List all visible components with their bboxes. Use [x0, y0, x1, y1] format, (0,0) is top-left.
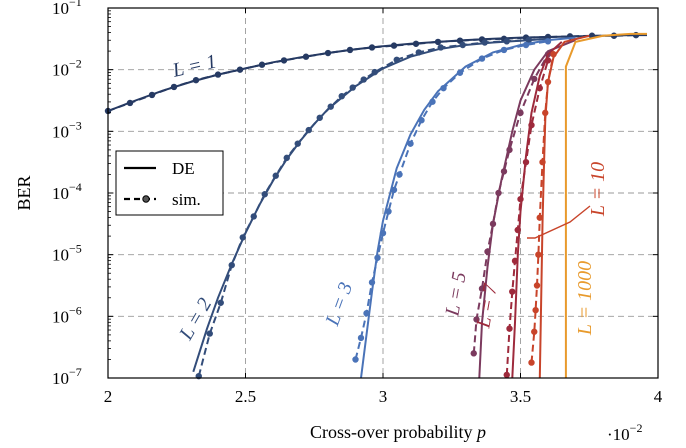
sim-line-l2	[197, 39, 529, 377]
curves-group	[104, 31, 647, 380]
y-tick-label-base: 10	[52, 0, 69, 18]
y-tick-label-base: 10	[52, 307, 69, 326]
label-l5: L = 5	[441, 270, 471, 318]
y-tick-label-exp: −5	[69, 242, 82, 256]
y-tick-label-exp: −1	[69, 0, 82, 9]
label-l3: L = 3	[321, 279, 357, 329]
y-tick-label-exp: −6	[69, 303, 82, 317]
de-line-l1000	[564, 32, 647, 378]
label-l1000: L = 1000	[574, 261, 596, 336]
y-tick-label-base: 10	[52, 184, 69, 203]
sim-marker-l10	[531, 328, 538, 335]
sim-line-l7	[505, 60, 549, 375]
x-tick-label: 2	[104, 387, 113, 406]
sim-marker-l10	[533, 282, 541, 289]
x-multiplier: ·10−2	[607, 421, 642, 444]
y-tick-label: 10−7	[52, 365, 82, 388]
sim-line-l5	[472, 53, 549, 354]
y-tick-label-exp: −4	[69, 180, 82, 194]
callout-l10	[527, 205, 591, 239]
legend-sim-marker	[142, 195, 150, 203]
x-tick-label: 3	[379, 387, 388, 406]
sim-marker-l10	[528, 359, 535, 366]
y-tick-label-base: 10	[52, 369, 69, 388]
y-tick-label: 10−3	[52, 118, 82, 141]
sim-marker-l7	[509, 288, 516, 295]
sim-marker-l10	[532, 306, 539, 314]
ticks-group: 2 2.5 3 3.5 410−710−610−510−410−310−210−1	[52, 0, 663, 406]
y-tick-label-exp: −7	[69, 365, 82, 379]
de-line-l1	[107, 34, 647, 112]
y-tick-label: 10−1	[52, 0, 82, 18]
y-tick-label-exp: −3	[69, 118, 82, 132]
x-axis-label: Cross-over probability p	[310, 422, 486, 442]
sim-marker-l5	[473, 316, 480, 323]
y-tick-label-exp: −2	[69, 57, 82, 71]
y-tick-label: 10−4	[52, 180, 82, 203]
de-line-l10	[538, 34, 590, 379]
de-line-l2	[192, 37, 549, 373]
sim-marker-l7	[503, 371, 510, 379]
de-line-l5	[478, 39, 576, 379]
sim-marker-l7	[506, 325, 513, 332]
sim-marker-l5	[531, 75, 538, 83]
x-tick-label: 3.5	[510, 387, 531, 406]
sim-marker-l5	[470, 350, 477, 357]
y-tick-label: 10−2	[52, 57, 82, 80]
x-tick-label: 2.5	[235, 387, 256, 406]
legend-de-label: DE	[172, 159, 195, 178]
legend-box	[115, 150, 224, 216]
sim-marker-l3	[357, 334, 365, 342]
y-tick-label: 10−5	[52, 242, 82, 265]
x-multiplier-exp: −2	[630, 421, 643, 435]
sim-marker-l10	[535, 251, 542, 258]
y-tick-label-base: 10	[52, 61, 69, 80]
legend-sim-label: sim.	[172, 190, 201, 209]
plot-frame	[107, 7, 659, 379]
y-tick-label-base: 10	[52, 246, 69, 265]
sim-marker-l2	[217, 299, 224, 306]
grid-lines	[108, 8, 658, 378]
label-l10: L = 10	[587, 162, 609, 217]
sim-marker-l2	[206, 330, 213, 337]
y-axis-label: BER	[14, 175, 34, 210]
y-tick-label: 10−6	[52, 303, 82, 326]
legend: DE sim.	[115, 150, 224, 216]
de-line-l7	[511, 41, 563, 379]
x-axis-label-main: Cross-over probability	[310, 422, 477, 442]
sim-marker-l3	[352, 356, 359, 363]
x-tick-label: 4	[654, 387, 663, 406]
sim-marker-l3	[396, 171, 403, 178]
de-line-l3	[360, 36, 576, 379]
x-axis-label-var: p	[475, 422, 486, 442]
label-l7: L = 7	[472, 281, 502, 330]
y-tick-label-base: 10	[52, 122, 69, 141]
x-multiplier-base: ·10	[607, 425, 630, 444]
